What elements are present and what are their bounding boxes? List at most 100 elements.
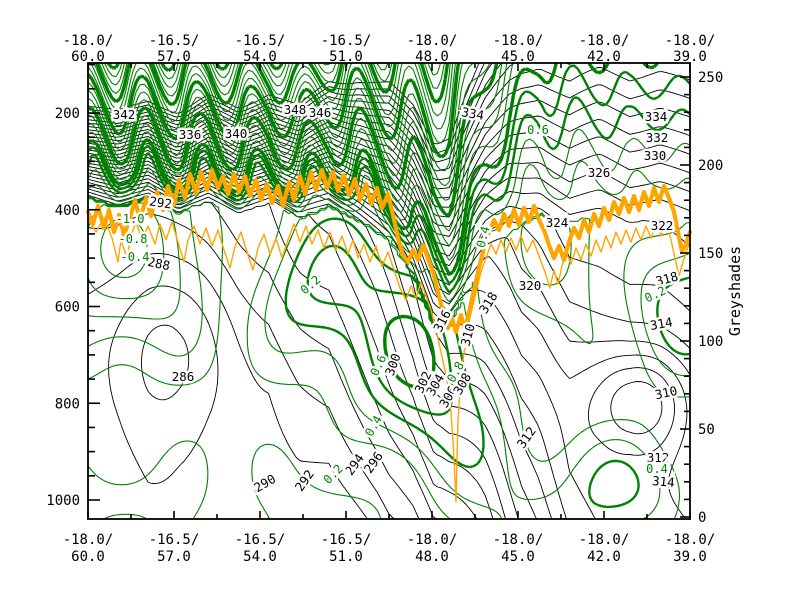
green-contour-2.25	[87, 62, 491, 201]
theta-contour-label: 288	[146, 254, 171, 273]
tick-label: 800	[55, 396, 80, 412]
green-contour-4.25	[98, 62, 445, 97]
green-contour--0.4	[87, 196, 572, 357]
tropopause-line-thin	[87, 217, 691, 503]
green-contour-label: -1.0	[116, 212, 145, 226]
tick-label: 200	[698, 158, 723, 174]
axes-layer: -18.0/60.0-18.0/60.0-16.5/57.0-16.5/57.0…	[46, 33, 723, 565]
theta-contour-288	[108, 285, 330, 520]
tropopause-line-thick	[85, 167, 693, 335]
theta-contour-label: 316	[430, 307, 454, 334]
theta-contour-label: 286	[172, 369, 195, 384]
tick-label: -16.5/	[149, 532, 200, 548]
theta-contour-296	[87, 191, 437, 520]
tick-label: 150	[698, 246, 723, 262]
tick-label: -18.0/	[63, 532, 114, 548]
tick-label: 54.0	[243, 549, 277, 565]
tick-label: 39.0	[673, 49, 707, 65]
tick-label: -18.0/	[493, 532, 544, 548]
tick-label: 48.0	[415, 49, 449, 65]
tick-label: -16.5/	[321, 33, 372, 49]
theta-contour-label: 346	[309, 105, 332, 120]
tick-label: 60.0	[71, 49, 105, 65]
tick-label: -16.5/	[235, 532, 286, 548]
green-contour-label: 0.2	[298, 273, 324, 298]
theta-contour-label: 332	[646, 130, 669, 145]
tick-label: 48.0	[415, 549, 449, 565]
tick-label: -16.5/	[235, 33, 286, 49]
green-contour-1.25	[87, 62, 514, 261]
theta-contour-label: 292	[292, 467, 317, 494]
tick-label: 57.0	[157, 49, 191, 65]
tick-label: 1000	[46, 493, 80, 509]
theta-contour-label: 348	[284, 102, 307, 117]
green-contour-2.75	[87, 62, 464, 172]
tropopause-lines-layer	[85, 167, 693, 503]
tick-label: -18.0/	[665, 532, 716, 548]
tick-label: -18.0/	[407, 33, 458, 49]
tick-label: 42.0	[587, 49, 621, 65]
tick-label: 45.0	[501, 549, 535, 565]
tick-label: 57.0	[157, 549, 191, 565]
theta-contour-label: 340	[225, 126, 248, 141]
theta-contour-label: 320	[519, 278, 542, 293]
green-contour-label: 0.2	[321, 462, 346, 487]
tick-label: 200	[55, 106, 80, 122]
tick-label: -18.0/	[579, 33, 630, 49]
tick-label: -16.5/	[149, 33, 200, 49]
green-contour-0.4	[87, 128, 691, 520]
tick-label: 100	[698, 334, 723, 350]
tick-label: -18.0/	[579, 532, 630, 548]
tick-label: 51.0	[329, 549, 363, 565]
tick-label: 600	[55, 300, 80, 316]
tick-label: 51.0	[329, 49, 363, 65]
theta-contour-label: 318	[476, 289, 501, 316]
tick-label: -16.5/	[321, 532, 372, 548]
theta-contour-label: 296	[361, 449, 386, 476]
theta-contour-286	[140, 324, 190, 401]
theta-contour-label: 334	[460, 104, 485, 123]
tick-label: 50	[698, 422, 715, 438]
green-contour--0.2	[87, 195, 594, 520]
theta-contour-label: 312	[514, 424, 539, 451]
green-contour-label: 0.6	[527, 123, 549, 137]
theta-contour-label: 330	[644, 148, 667, 163]
tick-label: -18.0/	[493, 33, 544, 49]
tick-label: 60.0	[71, 549, 105, 565]
theta-contour-label: 312	[647, 450, 670, 465]
tick-label: -18.0/	[665, 33, 716, 49]
right-axis-title: Greyshades	[726, 246, 744, 336]
tick-label: 250	[698, 70, 723, 86]
tick-label: 39.0	[673, 549, 707, 565]
theta-contour-label: 322	[651, 218, 674, 233]
green-contour-2.5	[87, 62, 474, 187]
green-contour-1	[86, 61, 659, 389]
theta-contour-label: 292	[148, 194, 172, 212]
green-contour-4.5	[101, 62, 442, 88]
theta-contour-label: 334	[645, 109, 668, 124]
tick-label: 45.0	[501, 49, 535, 65]
theta-contour-label: 326	[588, 165, 611, 180]
green-contour-1.75	[87, 62, 503, 232]
green-contour-label: -0.8	[119, 232, 148, 246]
green-contour-4.75	[104, 62, 331, 80]
theta-contour-label: 324	[546, 215, 569, 230]
tick-label: 0	[698, 510, 706, 526]
green-contour-2	[87, 62, 499, 218]
theta-contour-290	[87, 253, 368, 520]
theta-contour-label: 314	[649, 314, 674, 333]
tick-label: 42.0	[587, 549, 621, 565]
tick-label: -18.0/	[63, 33, 114, 49]
theta-contour-label: 314	[651, 473, 675, 490]
theta-contour-label: 310	[457, 322, 477, 348]
tick-label: 400	[55, 203, 80, 219]
green-contour-3	[86, 62, 461, 159]
green-contour-4	[95, 61, 450, 107]
theta-contour-label: 342	[113, 107, 136, 122]
contour-lines-layer	[86, 61, 691, 520]
theta-contour-label: 310	[653, 383, 678, 402]
tick-label: 54.0	[243, 49, 277, 65]
tick-label: -18.0/	[407, 532, 458, 548]
